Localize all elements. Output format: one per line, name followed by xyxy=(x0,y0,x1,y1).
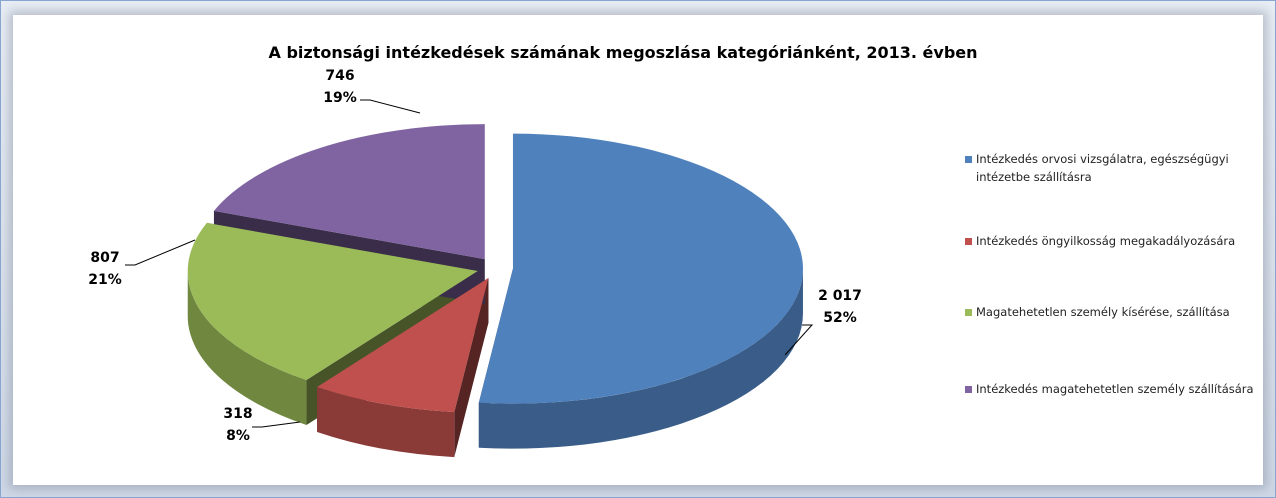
slice-side xyxy=(187,271,307,425)
legend-item: Intézkedés öngyilkosság megakadályozásár… xyxy=(965,232,1255,250)
slice-sides xyxy=(187,268,803,458)
leader-line xyxy=(252,421,301,428)
data-label-percent: 52% xyxy=(823,310,857,326)
legend-item: Intézkedés orvosi vizsgálatra, egészségü… xyxy=(965,150,1255,186)
slice xyxy=(187,222,478,380)
legend-item: Magatehetetlen személy kísérése, szállít… xyxy=(965,303,1255,321)
slice-tops xyxy=(187,124,803,413)
slice xyxy=(478,133,803,404)
chart-title: A biztonsági intézkedések számának megos… xyxy=(268,43,977,62)
legend-item: Intézkedés magatehetetlen személy szállí… xyxy=(965,380,1255,398)
slice xyxy=(213,124,485,260)
data-label: 807 xyxy=(90,250,119,266)
legend-swatch xyxy=(965,386,972,393)
legend-swatch xyxy=(965,309,972,316)
slice-side xyxy=(317,386,455,458)
slice-side xyxy=(478,268,803,449)
leader-line xyxy=(784,324,814,356)
leader-line xyxy=(125,239,196,266)
data-label-percent: 21% xyxy=(88,272,122,288)
legend-swatch xyxy=(965,156,972,163)
legend-label: Intézkedés magatehetetlen személy szállí… xyxy=(976,382,1254,396)
legend-label: Magatehetetlen személy kísérése, szállít… xyxy=(976,305,1230,319)
data-label: 318 xyxy=(223,406,252,422)
leader-line xyxy=(360,99,421,114)
data-label: 2 017 xyxy=(818,288,862,304)
legend-label: Intézkedés orvosi vizsgálatra, egészségü… xyxy=(976,152,1229,184)
slice xyxy=(317,278,489,413)
legend-label: Intézkedés öngyilkosság megakadályozásár… xyxy=(976,234,1236,248)
legend-swatch xyxy=(965,238,972,245)
data-label-percent: 8% xyxy=(226,428,250,444)
data-label-percent: 19% xyxy=(323,90,357,106)
data-label: 746 xyxy=(325,68,354,84)
